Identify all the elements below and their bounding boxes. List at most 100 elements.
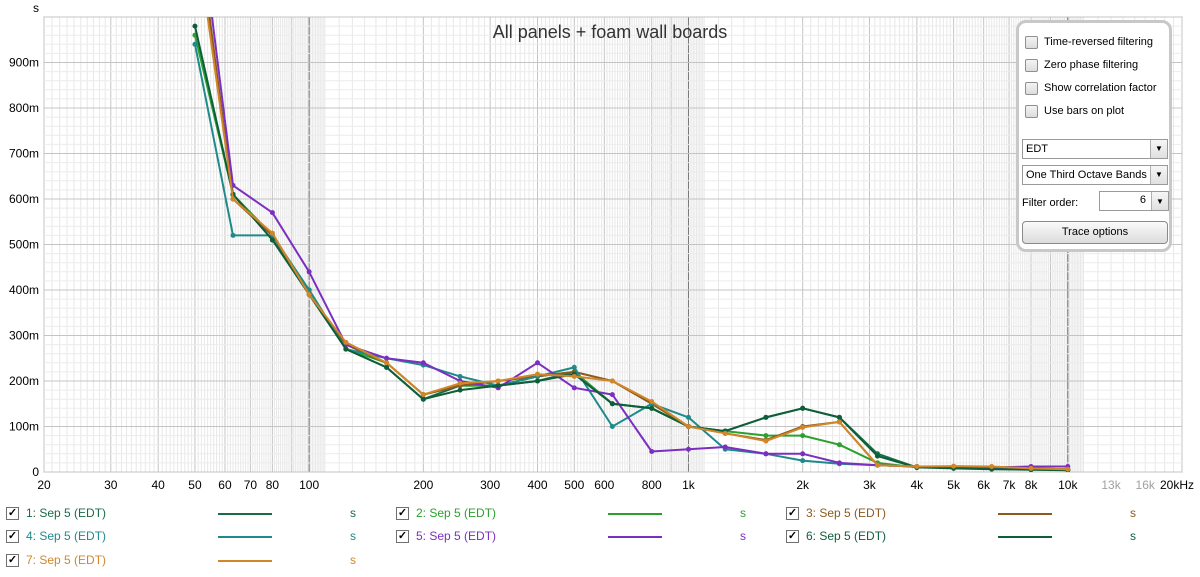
data-point [609, 378, 615, 384]
data-point [384, 364, 390, 370]
x-tick-label: 5k [947, 478, 961, 492]
legend-checkbox[interactable]: ✓ [396, 507, 409, 520]
x-tick-label: 600 [594, 478, 614, 492]
legend-checkbox[interactable]: ✓ [396, 530, 409, 543]
data-point [763, 414, 769, 420]
data-point [495, 383, 501, 389]
legend-unit: s [350, 529, 356, 543]
metric-select[interactable]: EDT ▼ [1022, 139, 1168, 159]
y-tick-label: 700m [9, 147, 39, 161]
legend-label: 4: Sep 5 (EDT) [26, 529, 107, 543]
data-point [457, 380, 463, 386]
legend-item[interactable]: ✓ 5: Sep 5 (EDT) s [396, 529, 776, 547]
y-tick-label: 300m [9, 329, 39, 343]
filter-order-select[interactable]: 6 ▼ [1099, 191, 1169, 211]
chart-title: All panels + foam wall boards [493, 22, 728, 42]
legend-checkbox[interactable]: ✓ [6, 530, 19, 543]
data-series [192, 17, 1071, 472]
checkbox-box[interactable] [1025, 81, 1038, 95]
x-tick-label: 60 [218, 478, 232, 492]
data-point [649, 405, 655, 411]
zero-phase-checkbox[interactable]: Zero phase filtering [1025, 57, 1138, 73]
legend-checkbox[interactable]: ✓ [6, 507, 19, 520]
x-tick-label: 13k [1101, 478, 1121, 492]
x-tick-label: 10k [1058, 478, 1078, 492]
data-point [535, 360, 541, 366]
x-tick-label: 20 [37, 478, 51, 492]
y-tick-label: 800m [9, 101, 39, 115]
checkbox-label: Show correlation factor [1044, 82, 1157, 94]
data-point [571, 385, 577, 391]
legend-unit: s [740, 506, 746, 520]
data-point [230, 196, 236, 202]
x-tick-label: 1k [682, 478, 696, 492]
y-tick-label: 400m [9, 283, 39, 297]
y-axis-ticks: 0 100m 200m 300m 400m 500m 600m 700m 800m 900m [9, 56, 39, 480]
legend-item[interactable]: ✓ 6: Sep 5 (EDT) s [786, 529, 1166, 547]
data-point [649, 449, 655, 455]
legend-item[interactable]: ✓ 3: Sep 5 (EDT) s [786, 506, 1166, 524]
checkbox-box[interactable] [1025, 104, 1038, 118]
legend-line-swatch [218, 536, 272, 538]
chevron-down-icon[interactable]: ▼ [1150, 166, 1167, 184]
checkbox-label: Zero phase filtering [1044, 59, 1139, 71]
series-line [206, 17, 1068, 471]
data-point [914, 464, 920, 470]
x-tick-label: 400 [528, 478, 548, 492]
data-point [989, 464, 995, 470]
data-point [384, 355, 390, 361]
data-point [420, 396, 426, 402]
legend-item[interactable]: ✓ 2: Sep 5 (EDT) s [396, 506, 776, 524]
legend-item[interactable]: ✓ 1: Sep 5 (EDT) s [6, 506, 386, 524]
y-tick-label: 900m [9, 56, 39, 70]
y-tick-label: 0 [32, 465, 39, 479]
data-point [800, 405, 806, 411]
x-tick-label: 50 [188, 478, 202, 492]
chevron-down-icon[interactable]: ▼ [1151, 192, 1168, 210]
legend-unit: s [740, 529, 746, 543]
y-tick-label: 500m [9, 238, 39, 252]
legend-item[interactable]: ✓ 7: Sep 5 (EDT) s [6, 553, 386, 571]
y-tick-label: 100m [9, 420, 39, 434]
band-select[interactable]: One Third Octave Bands ▼ [1022, 165, 1168, 185]
checkbox-box[interactable] [1025, 35, 1038, 49]
legend-line-swatch [218, 560, 272, 562]
legend-unit: s [1130, 506, 1136, 520]
data-point [192, 41, 198, 47]
legend-checkbox[interactable]: ✓ [6, 554, 19, 567]
filter-order-label: Filter order: [1022, 197, 1079, 209]
bars-on-plot-checkbox[interactable]: Use bars on plot [1025, 103, 1124, 119]
data-point [836, 419, 842, 425]
data-point [420, 392, 426, 398]
checkbox-box[interactable] [1025, 58, 1038, 72]
x-axis-ticks: 20 30 40 50 60 70 80 100 200 300 400 500 600 800 1k 2k 3… [37, 478, 1194, 492]
data-point [269, 237, 275, 243]
data-point [269, 210, 275, 216]
data-point [800, 433, 806, 439]
x-tick-label: 100 [299, 478, 319, 492]
data-point [609, 401, 615, 407]
data-point [685, 424, 691, 429]
legend-checkbox[interactable]: ✓ [786, 530, 799, 543]
legend-line-swatch [218, 513, 272, 515]
legend-checkbox[interactable]: ✓ [786, 507, 799, 520]
data-point [875, 453, 881, 459]
data-point [722, 444, 728, 450]
data-point [685, 414, 691, 420]
data-point [571, 364, 577, 370]
data-point [722, 430, 728, 436]
legend-unit: s [350, 553, 356, 567]
legend-item[interactable]: ✓ 4: Sep 5 (EDT) s [6, 529, 386, 547]
correlation-factor-checkbox[interactable]: Show correlation factor [1025, 80, 1157, 96]
x-tick-label: 300 [480, 478, 500, 492]
data-point [609, 424, 615, 429]
legend-unit: s [1130, 529, 1136, 543]
data-point [535, 371, 541, 377]
data-point [763, 438, 769, 444]
time-reversed-checkbox[interactable]: Time-reversed filtering [1025, 34, 1153, 50]
data-point [306, 269, 312, 275]
data-point [1065, 466, 1071, 472]
legend-unit: s [350, 506, 356, 520]
trace-options-button[interactable]: Trace options [1022, 221, 1168, 244]
chevron-down-icon[interactable]: ▼ [1150, 140, 1167, 158]
